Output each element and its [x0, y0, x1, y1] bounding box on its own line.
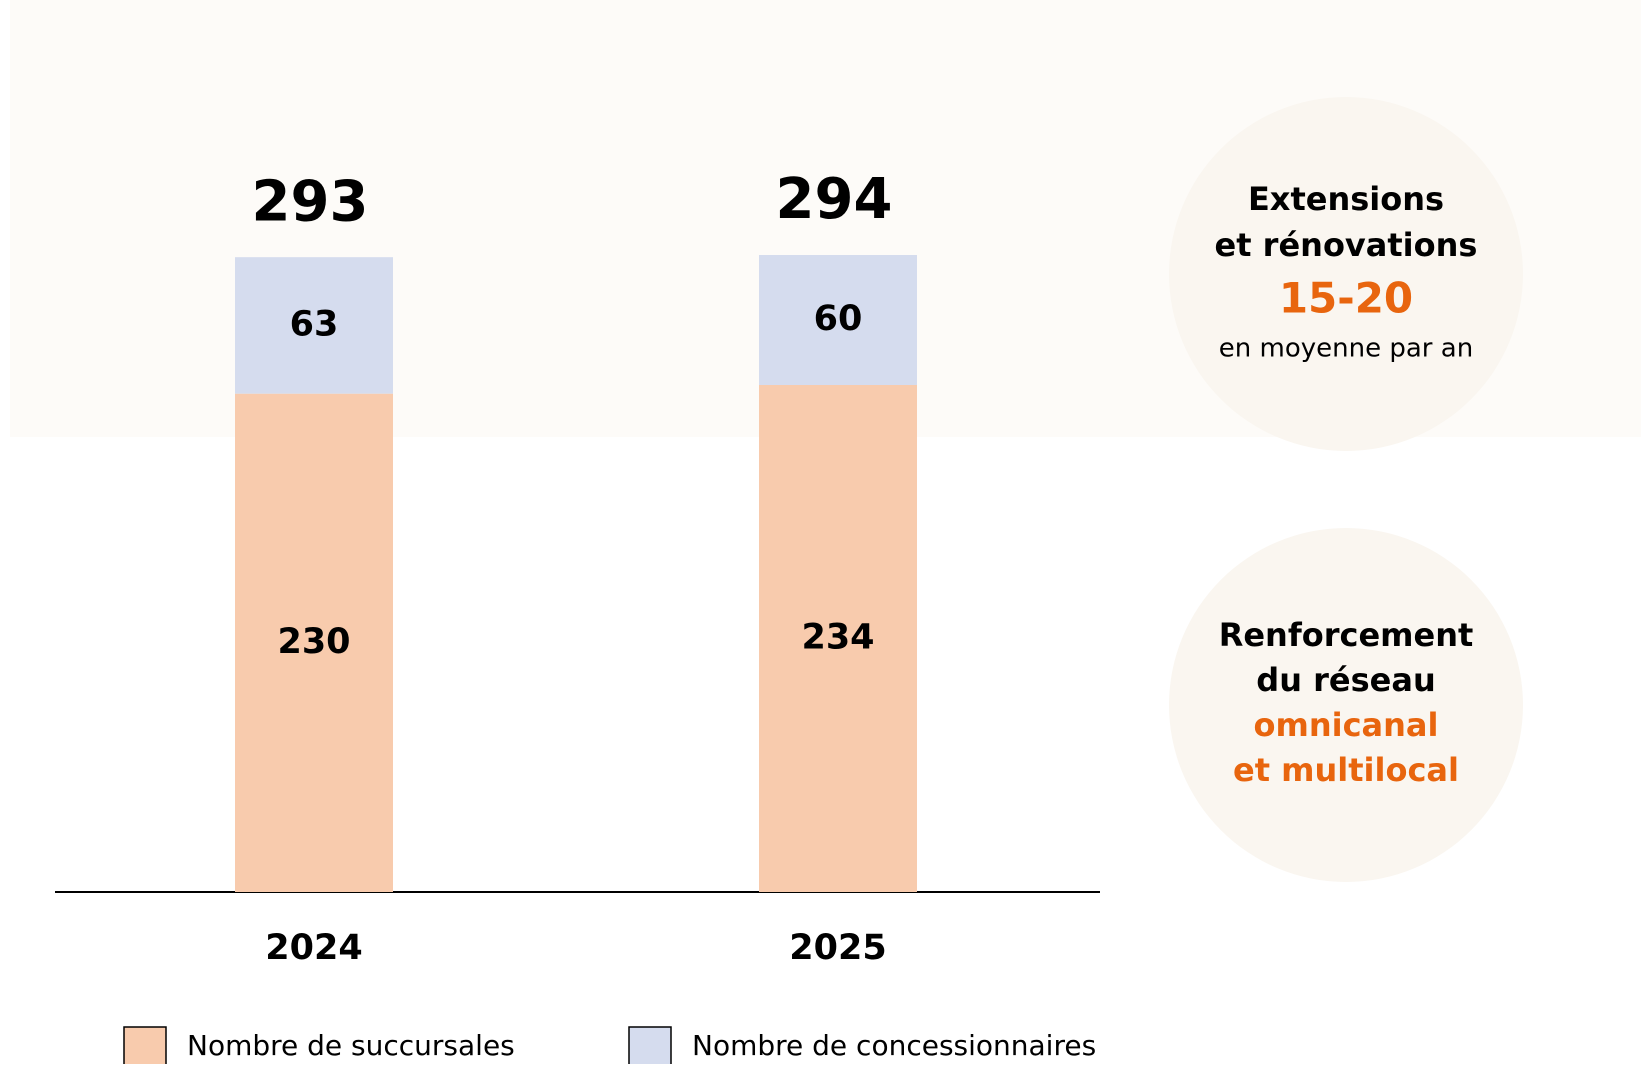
- x-tick-label: 2024: [265, 928, 362, 968]
- callout-text: Extensions: [1248, 180, 1444, 218]
- callout-text: du réseau: [1256, 661, 1435, 699]
- bar-segment: [759, 255, 917, 385]
- total-label: 293: [252, 169, 369, 234]
- legend-label: Nombre de concessionnaires: [692, 1029, 1096, 1062]
- legend-swatch: [123, 1026, 167, 1068]
- callout-highlight: omnicanal: [1254, 706, 1439, 744]
- legend-swatch: [628, 1026, 672, 1068]
- callout-note: en moyenne par an: [1219, 334, 1473, 364]
- callout-highlight: et multilocal: [1233, 751, 1459, 789]
- bar-segment: [235, 257, 393, 394]
- bar-segment: [235, 393, 393, 892]
- x-tick-label: 2025: [789, 928, 886, 968]
- legend-label: Nombre de succursales: [187, 1029, 515, 1062]
- segment-label: 234: [801, 618, 874, 658]
- bar-segment: [759, 385, 917, 892]
- total-label: 294: [776, 167, 893, 232]
- callout-circle: [1169, 97, 1523, 451]
- callout-text: Renforcement: [1219, 616, 1474, 654]
- segment-label: 60: [814, 299, 863, 339]
- callout-text: et rénovations: [1215, 226, 1478, 264]
- segment-label: 63: [290, 304, 339, 344]
- callout-highlight: 15-20: [1279, 274, 1413, 323]
- callout-circle: [1169, 528, 1523, 882]
- segment-label: 230: [277, 622, 350, 662]
